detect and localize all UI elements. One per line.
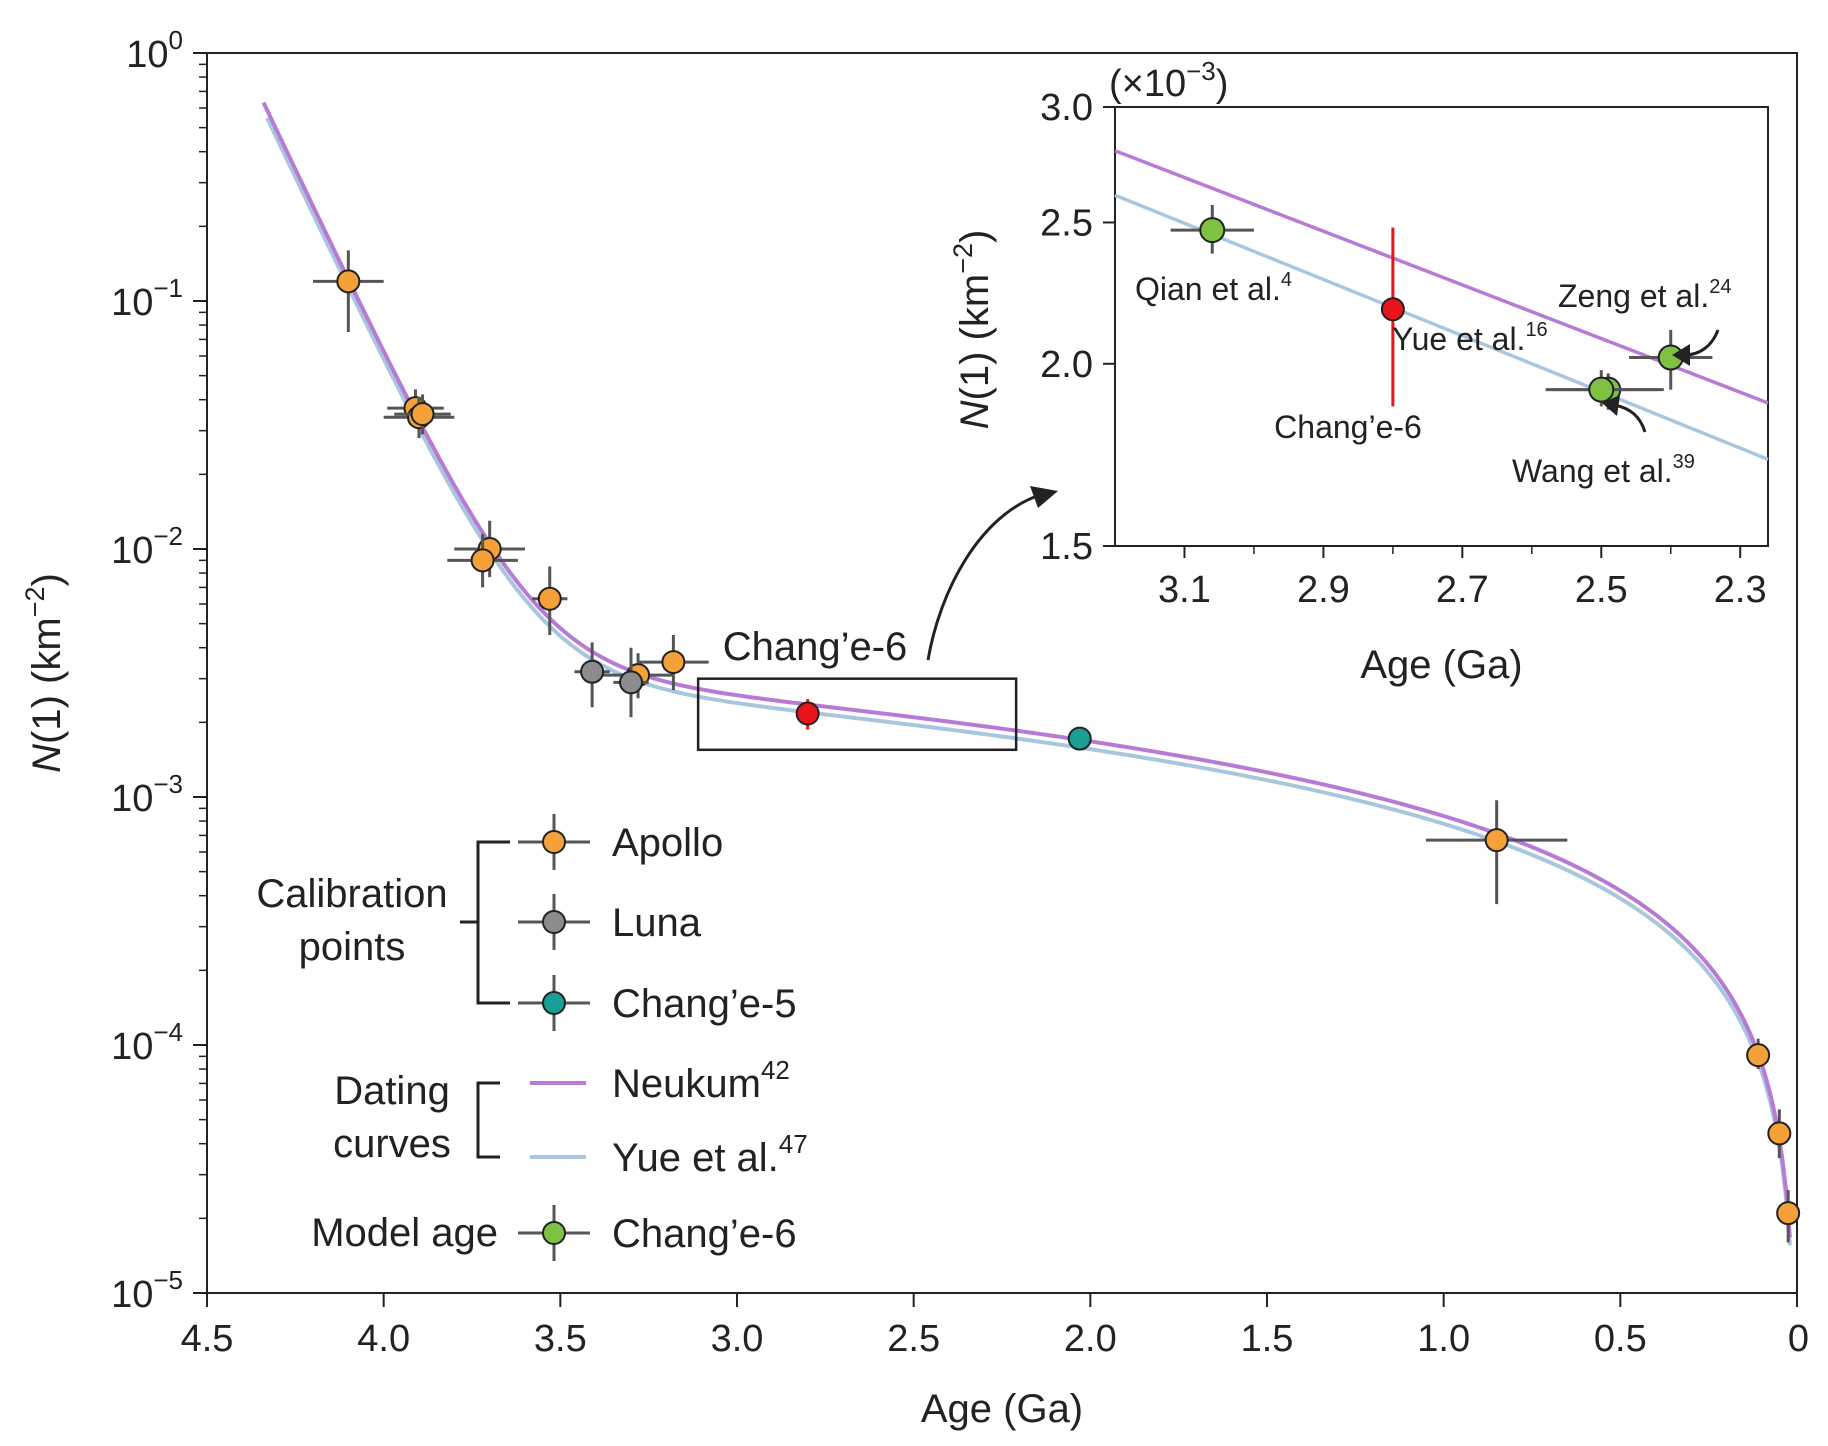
legend-label: Neukum42 <box>612 1055 790 1106</box>
inset-x-axis-title: Age (Ga) <box>1360 643 1522 687</box>
x-tick-label: 0.5 <box>1594 1318 1647 1360</box>
bracket-curves <box>476 1081 500 1159</box>
x-tick-label: 4.5 <box>181 1318 234 1360</box>
point-change6_calibration <box>795 701 820 726</box>
legend-marker-apollo <box>542 830 566 854</box>
x-tick-label: 0 <box>1788 1318 1809 1360</box>
legend-label: Chang’e-5 <box>612 982 797 1026</box>
inset-arrowhead-zeng <box>1672 344 1690 366</box>
legend-group-model: Model age <box>311 1211 498 1255</box>
inset-calib-point <box>1380 297 1405 322</box>
point-apollo <box>1767 1121 1792 1146</box>
y-tick-label: 10−2 <box>111 521 183 572</box>
inset-x-tick-label: 2.5 <box>1575 569 1628 611</box>
x-axis-title: Age (Ga) <box>921 1387 1083 1431</box>
inset-y-axis-title: N(1) (km−2) <box>948 230 997 430</box>
inset-plot: 3.1 2.9 2.7 2.5 2.3 1.5 2.0 2.5 3.0 Age (Ga) N(1) … <box>948 56 1769 687</box>
inset-x-tick-label: 2.3 <box>1714 569 1767 611</box>
point-apollo <box>470 548 495 573</box>
inset-label-qian: Qian et al.4 <box>1135 269 1292 307</box>
point-apollo <box>661 650 686 675</box>
point-apollo <box>1484 828 1509 853</box>
inset-arrowhead-wang <box>1602 395 1620 416</box>
inset-y-tick-label: 3.0 <box>1040 87 1093 129</box>
inset-x-tick-label: 2.9 <box>1297 569 1350 611</box>
legend-label: Luna <box>612 901 702 945</box>
legend-group-calibration-line1: Calibration <box>256 872 447 916</box>
inset-label-wang: Wang et al.39 <box>1512 451 1695 489</box>
legend-label: Yue et al.47 <box>612 1129 808 1180</box>
plot-frame <box>206 52 1798 1294</box>
inset-x-tick-label: 3.1 <box>1158 569 1211 611</box>
point-luna <box>619 670 643 695</box>
inset-label-zeng: Zeng et al.24 <box>1558 276 1731 314</box>
zoom-arrow <box>926 493 1041 661</box>
point-apollo <box>410 402 435 427</box>
x-tick-label: 3.0 <box>711 1318 764 1360</box>
bracket-calibration <box>476 840 510 1005</box>
legend-marker-luna <box>542 910 566 934</box>
curve-yue <box>265 116 1792 1246</box>
y-tick-label: 10−4 <box>111 1017 183 1068</box>
x-tick-label: 4.0 <box>357 1318 410 1360</box>
main-plot: 4.5 4.0 3.5 3.0 2.5 2.0 1.5 1.0 0.5 0 100 10−1 10−2 1… <box>20 25 1809 1431</box>
inset-curve-yue <box>1114 193 1769 461</box>
inset-model-point <box>1199 217 1226 244</box>
legend-marker-change5 <box>542 991 566 1015</box>
point-change5 <box>1067 726 1092 751</box>
x-tick-label: 2.5 <box>887 1318 940 1360</box>
inset-y-tick-label: 2.5 <box>1040 202 1093 244</box>
y-tick-label: 10−5 <box>111 1265 183 1316</box>
point-apollo <box>1746 1043 1771 1068</box>
zoom-box <box>696 677 1018 752</box>
curve-neukum <box>261 101 1792 1238</box>
x-tick-label: 3.5 <box>534 1318 587 1360</box>
x-tick-label: 1.5 <box>1241 1318 1294 1360</box>
zoom-arrowhead <box>1030 486 1058 508</box>
legend-group-calibration-line2: points <box>299 925 406 969</box>
inset-label-yue: Yue et al.16 <box>1392 319 1548 357</box>
y-tick-label: 100 <box>126 25 183 76</box>
change6-annotation: Chang’e-6 <box>723 625 908 669</box>
inset-multiplier: (×10−3) <box>1109 56 1228 105</box>
legend-label: Chang’e-6 <box>612 1212 797 1256</box>
inset-y-tick-label: 2.0 <box>1040 344 1093 386</box>
legend-label: Apollo <box>612 821 723 865</box>
legend-group-curves-line2: curves <box>333 1122 451 1166</box>
y-tick-label: 10−1 <box>111 273 183 324</box>
point-apollo <box>1776 1201 1801 1226</box>
point-apollo <box>537 586 562 611</box>
x-tick-label: 2.0 <box>1064 1318 1117 1360</box>
inset-model-point <box>1588 376 1615 403</box>
point-apollo <box>336 269 361 294</box>
point-luna <box>580 659 605 684</box>
inset-y-tick-label: 1.5 <box>1040 526 1093 568</box>
y-tick-label: 10−3 <box>111 769 183 820</box>
y-axis-title: N(1) (km−2) <box>20 573 69 773</box>
x-tick-label: 1.0 <box>1417 1318 1470 1360</box>
legend-marker-model_age <box>542 1221 566 1245</box>
legend-group-curves-line1: Dating <box>334 1069 450 1113</box>
inset-x-tick-label: 2.7 <box>1436 569 1489 611</box>
legend: Apollo Luna Chang’e-5 Neukum42 Yue et al.47 C… <box>256 814 808 1261</box>
inset-calib-label: Chang’e-6 <box>1274 409 1422 445</box>
